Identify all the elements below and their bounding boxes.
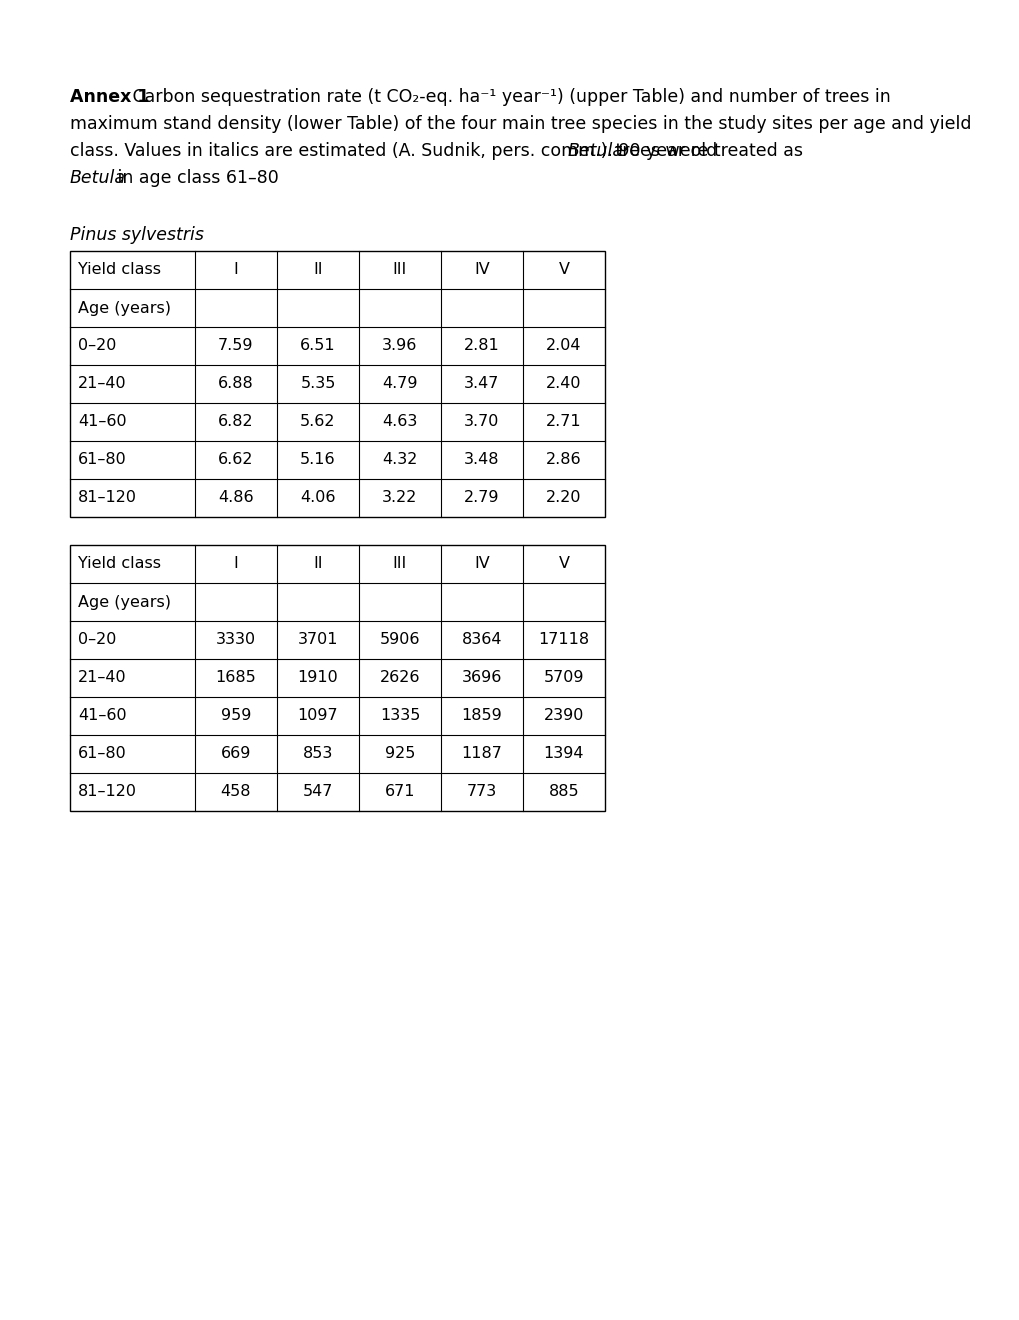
Text: 853: 853 [303,747,333,762]
Text: 4.63: 4.63 [382,414,417,429]
Text: in age class 61–80: in age class 61–80 [112,169,278,187]
Text: 61–80: 61–80 [77,453,126,467]
Text: 2.04: 2.04 [546,338,581,354]
Text: class. Values in italics are estimated (A. Sudnik, pers. comm.). 90 year old: class. Values in italics are estimated (… [70,143,722,160]
Text: trees were treated as: trees were treated as [609,143,802,160]
Text: 3696: 3696 [462,671,501,685]
Text: I: I [233,557,238,572]
Text: 5906: 5906 [379,632,420,648]
Text: 4.06: 4.06 [300,491,335,506]
Text: 0–20: 0–20 [77,338,116,354]
Text: 4.86: 4.86 [218,491,254,506]
Text: Yield class: Yield class [77,263,161,277]
Text: 61–80: 61–80 [77,747,126,762]
Text: III: III [392,557,407,572]
Text: 671: 671 [384,784,415,800]
Text: 2.81: 2.81 [464,338,499,354]
Bar [70,251,604,517]
Text: Yield class: Yield class [77,557,161,572]
Text: II: II [313,263,322,277]
Text: 3.47: 3.47 [464,376,499,392]
Text: 2626: 2626 [379,671,420,685]
Text: 6.51: 6.51 [300,338,335,354]
Text: Betula: Betula [70,169,126,187]
Text: 925: 925 [384,747,415,762]
Text: 5.35: 5.35 [300,376,335,392]
Text: 21–40: 21–40 [77,376,126,392]
Text: 8364: 8364 [462,632,501,648]
Text: 3.48: 3.48 [464,453,499,467]
Text: 885: 885 [548,784,579,800]
Text: 2.86: 2.86 [545,453,581,467]
Text: Pinus sylvestris: Pinus sylvestris [70,226,204,244]
Text: 1097: 1097 [298,709,338,723]
Text: 1335: 1335 [379,709,420,723]
Text: 5.16: 5.16 [300,453,335,467]
Text: 0–20: 0–20 [77,632,116,648]
Text: Betula: Betula [568,143,624,160]
Text: II: II [313,557,322,572]
Text: 41–60: 41–60 [77,414,126,429]
Text: 669: 669 [220,747,251,762]
Text: 7.59: 7.59 [218,338,254,354]
Text: V: V [558,557,569,572]
Text: Carbon sequestration rate (t CO₂-eq. ha⁻¹ year⁻¹) (upper Table) and number of tr: Carbon sequestration rate (t CO₂-eq. ha⁻… [127,88,890,106]
Text: 6.88: 6.88 [218,376,254,392]
Text: 3701: 3701 [298,632,338,648]
Text: 547: 547 [303,784,333,800]
Text: 2390: 2390 [543,709,584,723]
Text: Annex 1: Annex 1 [70,88,150,106]
Text: 81–120: 81–120 [77,784,137,800]
Text: maximum stand density (lower Table) of the four main tree species in the study s: maximum stand density (lower Table) of t… [70,115,970,133]
Text: 3.70: 3.70 [464,414,499,429]
Bar [70,545,604,810]
Text: 17118: 17118 [538,632,589,648]
Text: 81–120: 81–120 [77,491,137,506]
Text: 3.22: 3.22 [382,491,417,506]
Text: Age (years): Age (years) [77,301,171,315]
Text: 773: 773 [467,784,496,800]
Text: 6.62: 6.62 [218,453,254,467]
Text: 6.82: 6.82 [218,414,254,429]
Text: 5709: 5709 [543,671,584,685]
Text: V: V [558,263,569,277]
Text: III: III [392,263,407,277]
Text: 3330: 3330 [216,632,256,648]
Text: 41–60: 41–60 [77,709,126,723]
Text: 4.79: 4.79 [382,376,418,392]
Text: 1187: 1187 [462,747,502,762]
Text: 1685: 1685 [215,671,256,685]
Text: 959: 959 [220,709,251,723]
Text: 1859: 1859 [462,709,502,723]
Text: Age (years): Age (years) [77,594,171,610]
Text: 2.20: 2.20 [546,491,581,506]
Text: 3.96: 3.96 [382,338,417,354]
Text: 4.32: 4.32 [382,453,417,467]
Text: 2.40: 2.40 [546,376,581,392]
Text: 458: 458 [220,784,251,800]
Text: 2.79: 2.79 [464,491,499,506]
Text: I: I [233,263,238,277]
Text: 5.62: 5.62 [300,414,335,429]
Text: 21–40: 21–40 [77,671,126,685]
Text: IV: IV [474,263,489,277]
Text: 2.71: 2.71 [545,414,581,429]
Text: 1394: 1394 [543,747,584,762]
Text: 1910: 1910 [298,671,338,685]
Text: IV: IV [474,557,489,572]
